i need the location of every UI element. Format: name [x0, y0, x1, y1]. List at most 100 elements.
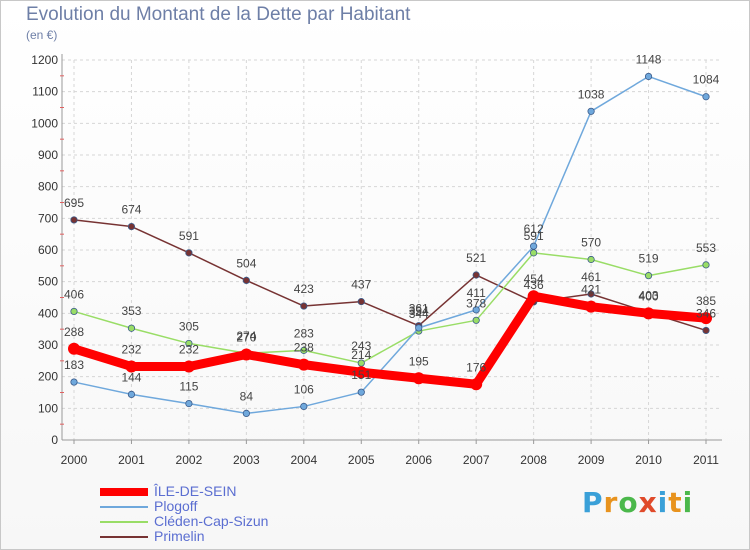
y-tick-label: 600	[38, 243, 58, 257]
logo-letter: t	[668, 486, 683, 519]
data-label: 353	[121, 304, 141, 318]
series-point-2	[530, 249, 538, 257]
series-point-3	[300, 302, 308, 310]
series-point-1	[242, 409, 250, 417]
x-tick-label: 2009	[578, 453, 605, 467]
series-point-3	[70, 216, 78, 224]
legend-label-plogoff: Plogoff	[154, 498, 198, 514]
data-label: 344	[409, 307, 429, 321]
data-label: 400	[639, 289, 659, 303]
data-label: 238	[294, 341, 314, 355]
data-label: 305	[179, 319, 199, 333]
series-point-1	[530, 242, 538, 250]
series-point-0	[527, 290, 540, 303]
series-point-2	[127, 324, 136, 332]
series-point-2	[702, 261, 710, 269]
x-tick-label: 2010	[635, 453, 662, 467]
data-label: 361	[409, 302, 429, 316]
data-label: 461	[581, 270, 601, 284]
series-point-0	[125, 360, 138, 373]
y-tick-label: 900	[38, 148, 58, 162]
legend-label-ile-de-sein: ÎLE-DE-SEIN	[154, 483, 237, 499]
y-tick-label: 1000	[31, 116, 58, 130]
series-line-2	[73, 252, 707, 364]
chart-subtitle: (en €)	[26, 28, 58, 42]
series-point-1	[472, 306, 480, 314]
y-tick-label: 1200	[31, 53, 58, 67]
data-label: 243	[351, 339, 371, 353]
data-label: 106	[294, 382, 314, 396]
series-point-2	[185, 339, 193, 348]
series-point-3	[702, 326, 710, 335]
y-tick-label: 0	[51, 433, 58, 447]
data-label: 385	[696, 294, 716, 308]
legend-swatch-primelin	[100, 536, 148, 538]
data-label: 346	[696, 306, 716, 320]
series-line-1	[73, 75, 707, 415]
data-label: 176	[466, 360, 486, 374]
x-tick-label: 2008	[520, 453, 547, 467]
data-label: 591	[179, 229, 199, 243]
series-point-0	[412, 372, 425, 385]
legend-swatch-plogoff	[100, 506, 148, 508]
x-tick-label: 2002	[176, 453, 203, 467]
y-tick-label: 700	[38, 211, 58, 225]
y-tick-label: 200	[38, 370, 58, 384]
y-tick-label: 400	[38, 306, 58, 320]
series-point-3	[242, 276, 250, 284]
x-tick-label: 2001	[118, 453, 145, 467]
data-label: 232	[121, 343, 141, 357]
data-label: 283	[294, 326, 314, 340]
x-tick-label: 2003	[233, 453, 260, 467]
x-tick-label: 2007	[463, 453, 490, 467]
series-point-0	[642, 307, 655, 320]
logo-letter: i	[657, 486, 669, 519]
data-label: 437	[351, 278, 371, 292]
data-label: 454	[524, 272, 544, 286]
series-point-3	[472, 271, 480, 279]
logo-letter: x	[638, 486, 658, 519]
logo-letter: i	[682, 486, 694, 519]
series-point-3	[357, 298, 365, 306]
legend-swatch-cleden-cap-sizun	[100, 521, 148, 523]
series-point-1	[185, 399, 193, 408]
logo-letter: o	[618, 486, 639, 519]
x-tick-label: 2006	[405, 453, 432, 467]
data-label: 411	[467, 286, 486, 300]
data-label: 519	[639, 252, 659, 266]
data-label: 288	[64, 325, 84, 339]
data-label: 521	[466, 251, 486, 265]
legend-label-primelin: Primelin	[154, 528, 205, 544]
data-label: 695	[64, 196, 84, 210]
series-point-3	[587, 290, 595, 298]
series-point-1	[587, 107, 595, 115]
x-tick-label: 2004	[290, 453, 317, 467]
data-label: 214	[351, 348, 371, 362]
data-label: 591	[524, 229, 544, 243]
series-point-1	[70, 378, 78, 386]
series-point-2	[472, 316, 480, 324]
data-label: 84	[240, 389, 254, 403]
series-point-0	[240, 348, 253, 361]
data-label: 553	[696, 241, 716, 255]
x-tick-label: 2000	[61, 453, 88, 467]
proxiti-logo: Proxiti	[582, 486, 693, 519]
data-label: 406	[64, 287, 84, 301]
logo-letter: r	[603, 486, 619, 519]
series-point-3	[185, 249, 193, 257]
data-label: 612	[524, 222, 544, 236]
series-point-1	[357, 388, 365, 396]
data-label: 378	[466, 296, 486, 310]
series-point-1	[702, 93, 710, 101]
chart-title: Evolution du Montant de la Dette par Hab…	[26, 4, 411, 25]
data-label: 1038	[578, 87, 605, 101]
data-label: 423	[294, 282, 314, 296]
series-point-0	[182, 360, 195, 373]
series-point-2	[300, 346, 308, 354]
series-point-0	[470, 378, 483, 391]
legend-swatch-ile-de-sein	[100, 488, 148, 496]
y-tick-label: 300	[38, 338, 58, 352]
y-tick-label: 500	[38, 275, 58, 289]
series-point-1	[127, 390, 136, 398]
